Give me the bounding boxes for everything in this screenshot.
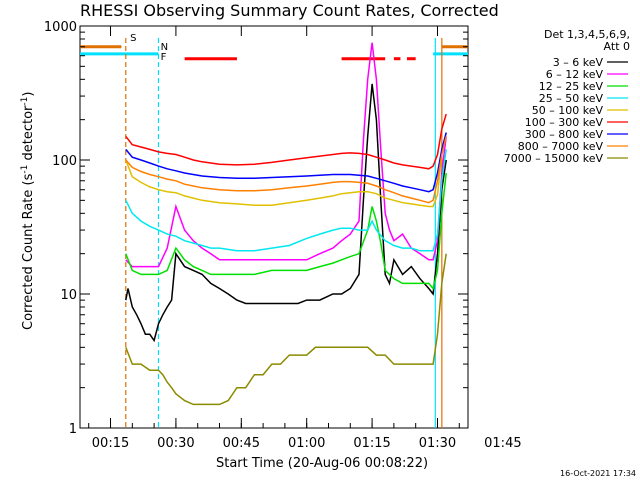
legend-label: 3 – 6 keV [553,56,604,69]
plot-area: S NF [79,25,469,429]
legend-label: 300 – 800 keV [525,128,604,141]
series-line [125,172,447,291]
series-line [125,42,447,268]
legend-label: 7000 – 15000 keV [504,152,604,165]
series-line [125,136,447,204]
y-tick-label: 100 [52,154,77,169]
series-line [125,113,447,170]
series-line [125,149,447,252]
x-axis-ticks: 00:15 00:30 00:45 01:00 01:15 01:30 01:45 [88,26,522,451]
plot-frame [79,25,469,429]
y-tick-label: 10 [60,288,77,303]
marker-label: N [161,42,168,53]
y-tick-label: 1 [69,422,77,437]
legend-label: 50 – 100 keV [532,104,604,117]
x-tick-label: 00:30 [157,436,194,451]
x-tick-label: 01:30 [419,436,456,451]
x-tick-label: 00:15 [92,436,129,451]
x-tick-label: 01:15 [353,436,390,451]
legend-header: Att 0 [604,40,630,53]
series-line [125,132,447,193]
legend-label: 800 – 7000 keV [518,140,604,153]
legend-label: 6 – 12 keV [546,68,604,81]
x-tick-label: 00:45 [223,436,260,451]
legend-label: 12 – 25 keV [539,80,604,93]
y-axis-ticks: 1 10 100 1000 [44,20,468,437]
marker-label: S [130,33,136,44]
chart-title: RHESSI Observing Summary Count Rates, Co… [80,1,499,20]
y-axis-label: Corrected Count Rate (s-1 detector-1) [20,92,36,330]
x-axis-label: Start Time (20-Aug-06 00:08:22) [216,456,428,471]
series-line [125,132,447,208]
legend-label: 100 – 300 keV [525,116,604,129]
legend-label: 25 – 50 keV [539,92,604,105]
timestamp: 16-Oct-2021 17:34 [560,469,636,478]
legend-header: Det 1,3,4,5,6,9, [544,28,630,41]
y-tick-label: 1000 [44,20,77,35]
x-tick-label: 01:00 [288,436,325,451]
x-tick-label: 01:45 [484,436,521,451]
series-line [125,83,447,343]
marker-label: F [161,52,167,63]
series-line [125,253,447,406]
